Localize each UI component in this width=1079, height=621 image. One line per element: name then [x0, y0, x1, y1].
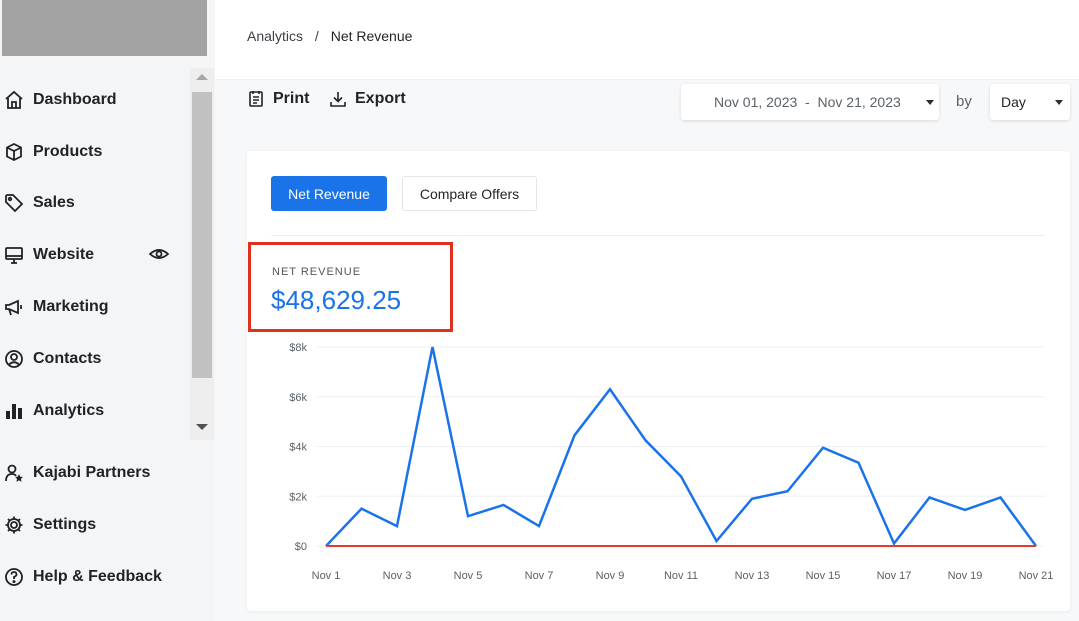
sidebar-item-label: Products — [33, 143, 103, 160]
sidebar-item-label: Help & Feedback — [33, 568, 162, 585]
date-range-select[interactable]: Nov 01, 2023 - Nov 21, 2023 — [681, 84, 939, 120]
sidebar-item-label: Marketing — [33, 298, 109, 315]
sidebar-item-label: Contacts — [33, 350, 102, 367]
sidebar-item-label: Analytics — [33, 402, 105, 419]
x-tick-label: Nov 21 — [1019, 570, 1054, 582]
x-tick-label: Nov 9 — [596, 570, 625, 582]
export-label: Export — [355, 90, 406, 107]
interval-select[interactable]: Day — [990, 84, 1070, 120]
contact-icon — [3, 348, 25, 370]
main-content: Analytics / Net Revenue Print Export Nov… — [215, 0, 1079, 621]
revenue-line-chart: $0 $2k $4k $6k $8k Nov 1 Nov 3 Nov 5 Nov 7 Nov 9 N… — [289, 342, 1054, 582]
scroll-thumb[interactable] — [192, 92, 212, 378]
x-tick-label: Nov 17 — [877, 570, 912, 582]
tag-icon — [3, 192, 25, 214]
net-revenue-series-line — [325, 346, 1038, 547]
box-icon — [3, 141, 25, 163]
x-tick-label: Nov 11 — [664, 570, 698, 582]
x-tick-label: Nov 5 — [454, 570, 483, 582]
x-tick-label: Nov 3 — [383, 570, 412, 582]
sidebar-item-sales[interactable]: Sales — [0, 188, 190, 218]
breadcrumb-separator: / — [314, 28, 319, 44]
interval-value: Day — [1001, 94, 1026, 110]
chevron-down-icon — [1055, 100, 1063, 105]
y-tick-label: $2k — [289, 491, 307, 503]
tab-compare-offers[interactable]: Compare Offers — [402, 176, 537, 211]
scroll-down-arrow-icon[interactable] — [196, 424, 208, 430]
help-icon — [3, 566, 25, 588]
logo-placeholder — [2, 0, 207, 56]
sidebar-item-label: Kajabi Partners — [33, 464, 151, 481]
megaphone-icon — [3, 296, 25, 318]
metric-label: NET REVENUE — [272, 266, 362, 278]
download-icon — [330, 92, 346, 107]
partner-icon — [3, 462, 25, 484]
sidebar-item-website[interactable]: Website — [0, 240, 190, 270]
by-label: by — [956, 93, 972, 110]
sidebar: Dashboard Products Sales Website Marketi… — [0, 0, 215, 621]
y-tick-label: $6k — [289, 392, 307, 404]
chevron-down-icon — [926, 100, 934, 105]
scroll-up-arrow-icon[interactable] — [196, 74, 208, 80]
monitor-icon — [3, 244, 25, 266]
sidebar-item-kajabi-partners[interactable]: Kajabi Partners — [0, 458, 190, 488]
breadcrumb-parent[interactable]: Analytics — [247, 28, 304, 44]
eye-icon[interactable] — [148, 244, 170, 264]
bar-chart-icon — [3, 400, 25, 422]
sidebar-item-label: Sales — [33, 194, 75, 211]
sidebar-item-help[interactable]: Help & Feedback — [0, 562, 190, 592]
breadcrumb: Analytics / Net Revenue — [247, 28, 412, 44]
breadcrumb-current: Net Revenue — [330, 28, 413, 44]
export-button[interactable]: Export — [329, 90, 406, 108]
sidebar-item-label: Website — [33, 246, 95, 263]
sidebar-item-products[interactable]: Products — [0, 137, 190, 167]
x-tick-label: Nov 15 — [806, 570, 841, 582]
gear-icon — [3, 514, 25, 536]
y-tick-label: $4k — [289, 442, 307, 454]
metric-value: $48,629.25 — [271, 285, 402, 315]
x-tick-label: Nov 7 — [525, 570, 554, 582]
home-icon — [3, 89, 25, 111]
y-tick-label: $0 — [295, 541, 307, 553]
print-label: Print — [273, 90, 310, 107]
print-icon — [249, 91, 263, 107]
divider — [271, 235, 1045, 236]
sidebar-item-settings[interactable]: Settings — [0, 510, 190, 540]
sidebar-scrollbar[interactable] — [190, 68, 214, 440]
date-range-value: Nov 01, 2023 - Nov 21, 2023 — [714, 94, 901, 110]
x-tick-label: Nov 13 — [735, 570, 770, 582]
sidebar-item-label: Dashboard — [33, 91, 117, 108]
sidebar-item-marketing[interactable]: Marketing — [0, 292, 190, 322]
metric-highlight-box: NET REVENUE $48,629.25 — [248, 242, 453, 332]
sidebar-item-contacts[interactable]: Contacts — [0, 344, 190, 374]
sidebar-item-label: Settings — [33, 516, 97, 533]
revenue-card: Net Revenue Compare Offers NET REVENUE $… — [247, 151, 1070, 611]
top-bar: Analytics / Net Revenue — [215, 0, 1079, 80]
x-tick-label: Nov 1 — [312, 570, 341, 582]
sidebar-item-dashboard[interactable]: Dashboard — [0, 85, 190, 115]
print-button[interactable]: Print — [247, 90, 309, 108]
y-tick-label: $8k — [289, 342, 307, 354]
sidebar-item-analytics[interactable]: Analytics — [0, 396, 190, 426]
tab-net-revenue[interactable]: Net Revenue — [271, 176, 387, 211]
x-tick-label: Nov 19 — [948, 570, 983, 582]
